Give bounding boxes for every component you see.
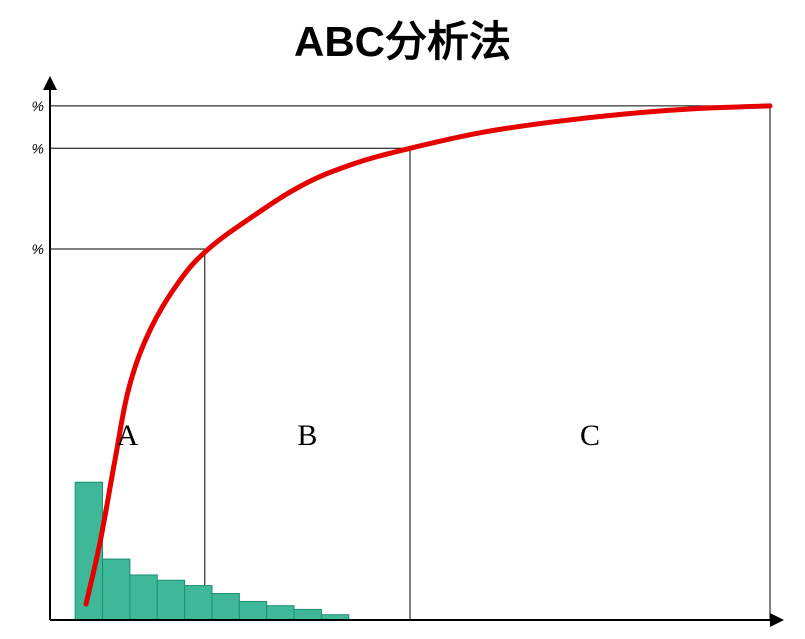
zone-label-A: A bbox=[117, 419, 139, 452]
y-axis-arrow bbox=[43, 76, 57, 90]
bar-1 bbox=[103, 559, 130, 620]
bar-2 bbox=[130, 575, 157, 620]
pareto-chart: A B C%%% bbox=[0, 0, 805, 639]
bar-3 bbox=[157, 580, 184, 620]
bar-5 bbox=[212, 594, 239, 621]
pareto-curve bbox=[86, 106, 770, 604]
zone-label-B: B bbox=[297, 419, 317, 452]
ytick-2: % bbox=[32, 98, 44, 114]
bar-6 bbox=[239, 601, 266, 620]
zone-label-C: C bbox=[580, 419, 600, 452]
bar-7 bbox=[267, 606, 294, 620]
x-axis-arrow bbox=[770, 613, 784, 627]
bar-4 bbox=[185, 586, 212, 620]
ytick-1: % bbox=[32, 140, 44, 156]
ytick-0: % bbox=[32, 241, 44, 257]
bar-8 bbox=[294, 609, 321, 620]
